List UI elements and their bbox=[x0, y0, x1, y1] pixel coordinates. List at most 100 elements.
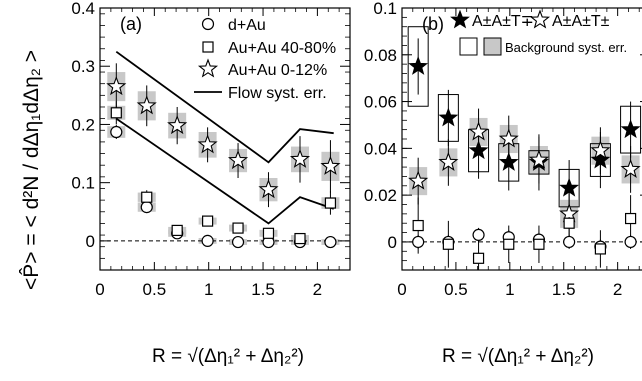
panel-a-point-circle-0 bbox=[110, 125, 123, 139]
panel-b-y-tick-label: 0.06 bbox=[364, 93, 397, 112]
panel-a-x-tick-label: 0 bbox=[95, 280, 104, 299]
panel-a-ticks: 0 0.5 1 1.5 2 0 0.1 0.2 0.3 0.4 bbox=[71, 0, 350, 299]
panel-b-point-star-filled-2 bbox=[468, 140, 489, 160]
legend-label: Flow syst. err. bbox=[228, 85, 327, 102]
panel-b-point-star-filled-5 bbox=[559, 177, 580, 197]
panel-a-y-tick-label: 0.3 bbox=[71, 57, 95, 76]
panel-b-bkg-box-0 bbox=[407, 26, 429, 107]
panel-b-point-square-6 bbox=[594, 243, 607, 255]
panel-b-point-circle-0 bbox=[412, 235, 425, 249]
panel-b-syst-boxes bbox=[407, 26, 642, 228]
panel-b-x-tick-label: 0 bbox=[397, 280, 406, 299]
panel-a-point-circle-1 bbox=[140, 201, 153, 214]
panel-a-legend: (a) d+Au Au+Au 40-80% Au+Au 0-12% Flow syst.… bbox=[120, 14, 336, 102]
panel-b-point-square-1 bbox=[442, 238, 454, 250]
panel-b-point-star-filled-6 bbox=[590, 149, 611, 169]
panel-b-x-tick-label: 1 bbox=[505, 280, 514, 299]
panel-b-legend: (b) A±A±T∓ A±A±T± Background syst. err. bbox=[422, 9, 627, 56]
panel-b-point-star-open-2 bbox=[468, 121, 489, 141]
panel-a-point-square-1 bbox=[141, 191, 153, 203]
panel-b-x-tick-label: 0.5 bbox=[444, 280, 468, 299]
panel-b-point-star-open-6 bbox=[590, 140, 611, 160]
panel-b-y-tick-label: 0.04 bbox=[364, 139, 397, 158]
panel-b-point-star-filled-3 bbox=[498, 151, 519, 171]
legend-star-filled bbox=[450, 9, 470, 29]
panel-a-point-square-3 bbox=[202, 215, 214, 227]
panel-b-panel-label: (b) bbox=[422, 14, 444, 34]
panel-b-point-star-open-0 bbox=[408, 170, 429, 190]
panel-b-point-square-4 bbox=[533, 238, 545, 250]
panel-b-point-star-filled-7 bbox=[620, 119, 641, 139]
panel-a-frame bbox=[99, 7, 351, 271]
panel-b-ticks: 0 0.5 1 1.5 2 0 0.02 0.04 0.06 0.08 0.1 bbox=[364, 0, 642, 299]
panel-a-panel-label: (a) bbox=[120, 14, 142, 34]
y-axis-label: <P̂> = < d²N / dΔη₁dΔη₂ > bbox=[20, 50, 43, 290]
panel-b-point-square-5 bbox=[563, 217, 575, 229]
panel-b-x-axis-label: R = √(Δη₁² + Δη₂²) bbox=[442, 346, 594, 367]
panel-b-y-tick-label: 0 bbox=[388, 233, 397, 252]
panel-a-point-star-open-6 bbox=[289, 148, 311, 168]
flow-syst-upper-line bbox=[115, 50, 334, 164]
panel-a-point-circle-3 bbox=[201, 234, 214, 247]
panel-a-point-star-open-7 bbox=[320, 155, 341, 175]
panel-a-point-square-0 bbox=[110, 107, 122, 119]
panel-a-x-tick-label: 0.5 bbox=[143, 280, 167, 299]
legend-marker-circle bbox=[201, 17, 215, 31]
panel-a-plot-frame bbox=[99, 7, 351, 271]
legend-label: d+Au bbox=[228, 17, 266, 34]
flow-syst-lower-line bbox=[115, 117, 334, 225]
panel-a-point-circle-4 bbox=[231, 235, 245, 249]
panel-b-point-square-0 bbox=[412, 219, 424, 232]
panel-a-markers bbox=[106, 76, 341, 249]
panel-b-point-square-3 bbox=[503, 238, 515, 250]
panel-b-y-tick-label: 0.1 bbox=[373, 0, 397, 18]
panel-a-point-square-7 bbox=[324, 197, 337, 209]
legend-marker-square bbox=[202, 41, 214, 53]
panel-b-point-star-open-4 bbox=[528, 149, 549, 169]
panel-a-flow-syst-lines bbox=[115, 50, 334, 225]
panel-b-y-tick-label: 0.08 bbox=[364, 46, 397, 65]
legend-label: A±A±T± bbox=[552, 13, 610, 30]
panel-a-x-tick-label: 2 bbox=[313, 280, 322, 299]
panel-a-point-square-2 bbox=[171, 224, 183, 237]
legend-label: Au+Au 0-12% bbox=[228, 62, 327, 79]
panel-b-point-star-filled-0 bbox=[408, 56, 429, 75]
legend-label: A±A±T∓ bbox=[472, 13, 534, 30]
panel-a-point-star-open-0 bbox=[106, 76, 127, 96]
panel-a-point-circle-7 bbox=[324, 235, 337, 249]
panel-b-point-circle-5 bbox=[563, 235, 576, 249]
panel-a-point-square-6 bbox=[294, 232, 306, 245]
panel-b-point-square-7 bbox=[624, 212, 637, 225]
panel-b-point-star-open-3 bbox=[498, 128, 519, 148]
panel-b-point-star-filled-1 bbox=[438, 107, 459, 127]
panel-b-point-circle-7 bbox=[624, 235, 637, 249]
panel-a-x-tick-label: 1.5 bbox=[251, 280, 275, 299]
legend-grey-box bbox=[483, 37, 502, 56]
legend-open-box bbox=[459, 37, 478, 56]
panel-b-y-tick-label: 0.02 bbox=[364, 186, 397, 205]
panel-a-x-axis-label: R = √(Δη₁² + Δη₂²) bbox=[152, 346, 304, 367]
panel-b-point-circle-2 bbox=[472, 228, 485, 242]
panel-a-y-tick-label: 0.2 bbox=[71, 115, 95, 134]
panel-b-point-square-2 bbox=[472, 252, 485, 264]
panel-a-y-tick-label: 0 bbox=[86, 232, 95, 251]
panel-a-point-star-open-2 bbox=[167, 115, 188, 135]
panel-a-point-square-4 bbox=[232, 222, 244, 234]
legend-label: Background syst. err. bbox=[505, 40, 627, 55]
panel-a-point-square-5 bbox=[262, 227, 275, 239]
panel-a-y-tick-label: 0.4 bbox=[71, 0, 95, 18]
panel-b-x-tick-label: 1.5 bbox=[552, 280, 576, 299]
panel-a-y-tick-label: 0.1 bbox=[71, 174, 95, 193]
legend-star-open bbox=[529, 9, 551, 29]
panel-a-x-tick-label: 1 bbox=[204, 280, 213, 299]
legend-label: Au+Au 40-80% bbox=[228, 40, 336, 57]
legend-marker-star-open bbox=[197, 58, 219, 78]
panel-a-point-star-open-3 bbox=[197, 134, 218, 154]
panel-b-point-star-open-1 bbox=[438, 151, 459, 171]
panel-b-x-tick-label: 2 bbox=[613, 280, 622, 299]
panel-a-point-star-open-5 bbox=[258, 179, 279, 199]
panel-b-point-star-open-7 bbox=[620, 158, 641, 178]
panel-b-markers bbox=[408, 56, 641, 264]
panel-a-point-star-open-1 bbox=[136, 95, 157, 115]
